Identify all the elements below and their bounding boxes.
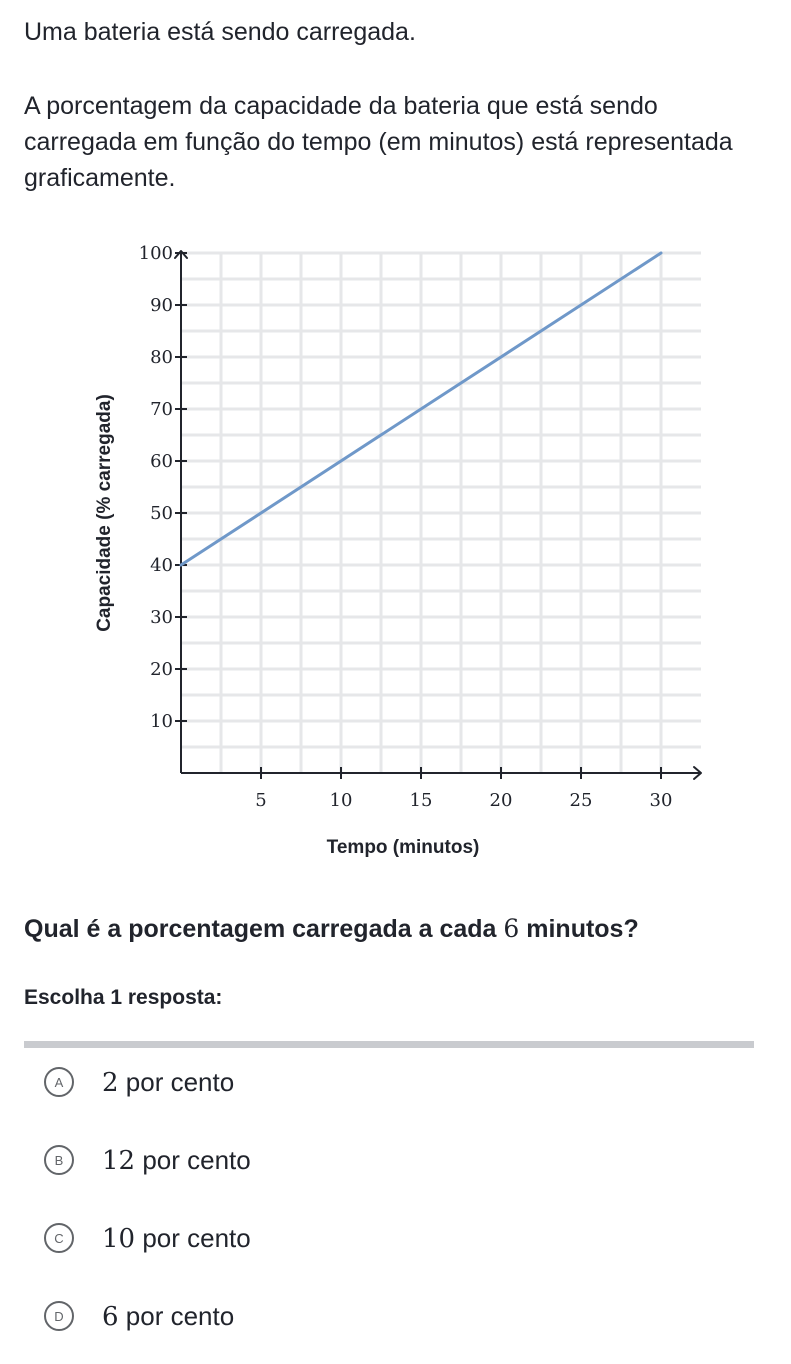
question-text: Qual é a porcentagem carregada a cada 6 … bbox=[24, 914, 639, 944]
option-letter-badge: C bbox=[44, 1223, 74, 1253]
option-letter-badge: B bbox=[44, 1145, 74, 1175]
x-tick-label: 5 bbox=[255, 790, 266, 811]
problem-description: A porcentagem da capacidade da bateria q… bbox=[24, 92, 733, 192]
y-tick-label: 30 bbox=[150, 607, 173, 628]
answer-instruction: Escolha 1 resposta: bbox=[24, 986, 223, 1009]
y-tick-label: 40 bbox=[150, 555, 173, 576]
y-axis-label: Capacidade (% carregada) bbox=[94, 394, 115, 632]
option-label: 2 por cento bbox=[102, 1067, 234, 1098]
y-tick-label: 70 bbox=[150, 399, 173, 420]
option-number: 6 bbox=[102, 1301, 119, 1332]
y-tick-label: 100 bbox=[139, 243, 173, 264]
x-tick-label: 20 bbox=[490, 790, 513, 811]
option-unit: por cento bbox=[118, 1300, 235, 1331]
y-tick-label: 60 bbox=[150, 451, 173, 472]
option-unit: por cento bbox=[135, 1222, 251, 1253]
option-letter-badge: D bbox=[44, 1301, 74, 1331]
option-number: 2 bbox=[102, 1067, 119, 1098]
option-number: 12 bbox=[102, 1145, 136, 1176]
option-unit: por cento bbox=[135, 1144, 251, 1175]
x-tick-label: 25 bbox=[570, 790, 593, 811]
divider bbox=[24, 1041, 754, 1048]
y-tick-label: 20 bbox=[150, 659, 173, 680]
chart-series bbox=[179, 251, 663, 567]
series-line bbox=[179, 251, 663, 567]
x-tick-label: 30 bbox=[650, 790, 673, 811]
option-a[interactable]: A 2 por cento bbox=[40, 1062, 234, 1102]
y-tick-label: 90 bbox=[150, 295, 173, 316]
question-text-before: Qual é a porcentagem carregada a cada bbox=[24, 915, 504, 943]
option-b[interactable]: B 12 por cento bbox=[40, 1140, 251, 1180]
y-tick-label: 50 bbox=[150, 503, 173, 524]
y-tick-label: 80 bbox=[150, 347, 173, 368]
x-axis-arrow bbox=[693, 766, 702, 780]
x-tick-label: 10 bbox=[330, 790, 353, 811]
x-axis-label: Tempo (minutos) bbox=[327, 837, 480, 858]
option-label: 6 por cento bbox=[102, 1301, 234, 1332]
question-number: 6 bbox=[503, 914, 520, 943]
option-c[interactable]: C 10 por cento bbox=[40, 1218, 251, 1258]
option-unit: por cento bbox=[118, 1066, 235, 1097]
option-number: 10 bbox=[102, 1223, 136, 1254]
option-label: 12 por cento bbox=[102, 1145, 251, 1176]
chart-grid bbox=[181, 251, 701, 773]
option-d[interactable]: D 6 por cento bbox=[40, 1296, 234, 1336]
y-axis-arrow bbox=[174, 250, 188, 259]
line-chart: 5 10 15 20 25 30 10 20 30 40 50 60 70 80 90 100 Tempo (… bbox=[94, 243, 702, 858]
option-letter-badge: A bbox=[44, 1067, 74, 1097]
chart-ticks: 5 10 15 20 25 30 10 20 30 40 50 60 70 80 90 100 bbox=[139, 243, 673, 811]
option-label: 10 por cento bbox=[102, 1223, 251, 1254]
y-tick-label: 10 bbox=[150, 711, 173, 732]
question-text-after: minutos? bbox=[519, 915, 639, 943]
problem-intro: Uma bateria está sendo carregada. bbox=[24, 18, 416, 46]
x-tick-label: 15 bbox=[410, 790, 433, 811]
